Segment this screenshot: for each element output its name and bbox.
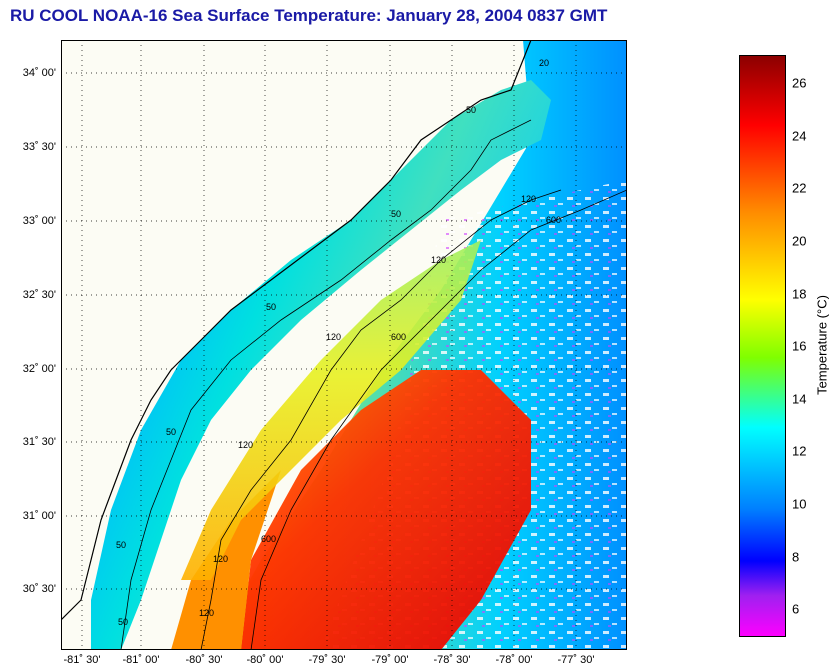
contour-50m xyxy=(120,119,532,650)
contour-label: 120 xyxy=(326,332,341,342)
longitude-label: -79˚ 00' xyxy=(371,654,409,666)
contour-600m xyxy=(250,189,627,650)
colorbar-tick: 18 xyxy=(792,286,807,302)
latitude-label: 34˚ 00' xyxy=(22,67,56,79)
warm-southwest xyxy=(171,470,281,650)
colorbar-tick: 6 xyxy=(792,601,800,617)
latitude-label: 30˚ 30' xyxy=(22,583,56,595)
colorbar-tick: 8 xyxy=(792,549,800,565)
colorbar-tick: 20 xyxy=(792,233,807,249)
contour-label: 50 xyxy=(466,105,476,115)
longitude-label: -77˚ 30' xyxy=(557,654,595,666)
longitude-label: -81˚ 30' xyxy=(63,654,101,666)
contour-label: 50 xyxy=(391,209,401,219)
longitude-label: -79˚ 30' xyxy=(308,654,346,666)
colorbar-tick: 26 xyxy=(792,75,807,91)
contour-label: 50 xyxy=(166,427,176,437)
longitude-label: -80˚ 30' xyxy=(185,654,223,666)
contour-label: 600 xyxy=(546,215,561,225)
contour-label: 120 xyxy=(213,554,228,564)
contour-label: 600 xyxy=(261,534,276,544)
longitude-label: -78˚ 30' xyxy=(433,654,471,666)
longitude-label: -78˚ 00' xyxy=(495,654,533,666)
contour-label: 120 xyxy=(238,440,253,450)
contour-120m xyxy=(200,189,562,650)
colorbar-tick: 14 xyxy=(792,391,807,407)
contour-label: 600 xyxy=(391,332,406,342)
latitude-label: 33˚ 30' xyxy=(22,141,56,153)
map-title: RU COOL NOAA-16 Sea Surface Temperature:… xyxy=(10,6,608,25)
contour-label: 120 xyxy=(521,194,536,204)
colorbar-tick: 22 xyxy=(792,180,807,196)
colorbar-tick: 10 xyxy=(792,496,807,512)
contour-label: 50 xyxy=(118,617,128,627)
latitude-label: 32˚ 30' xyxy=(22,289,56,301)
contour-label: 50 xyxy=(266,302,276,312)
latitude-label: 31˚ 30' xyxy=(22,436,56,448)
contour-label: 20 xyxy=(539,58,549,68)
latitude-label: 31˚ 00' xyxy=(22,510,56,522)
colorbar-tick: 16 xyxy=(792,338,807,354)
latitude-label: 32˚ 00' xyxy=(22,363,56,375)
temperature-colorbar xyxy=(739,55,786,637)
mid-shelf-water xyxy=(181,240,481,580)
colorbar-tick: 12 xyxy=(792,443,807,459)
longitude-label: -81˚ 00' xyxy=(122,654,160,666)
graticule xyxy=(61,40,627,650)
colorbar-tick: 24 xyxy=(792,128,807,144)
map-frame xyxy=(61,40,627,650)
gulf-stream xyxy=(241,370,531,650)
longitude-label: -80˚ 00' xyxy=(246,654,284,666)
contour-label: 120 xyxy=(199,608,214,618)
colorbar-label: Temperature (°C) xyxy=(814,295,830,395)
contour-label: 50 xyxy=(116,540,126,550)
latitude-label: 33˚ 00' xyxy=(22,215,56,227)
contour-label: 120 xyxy=(431,255,446,265)
sst-map: 50 50 50 50 50 50 120 120 120 120 120 12… xyxy=(61,40,627,650)
coastal-shelf-water xyxy=(91,80,551,650)
